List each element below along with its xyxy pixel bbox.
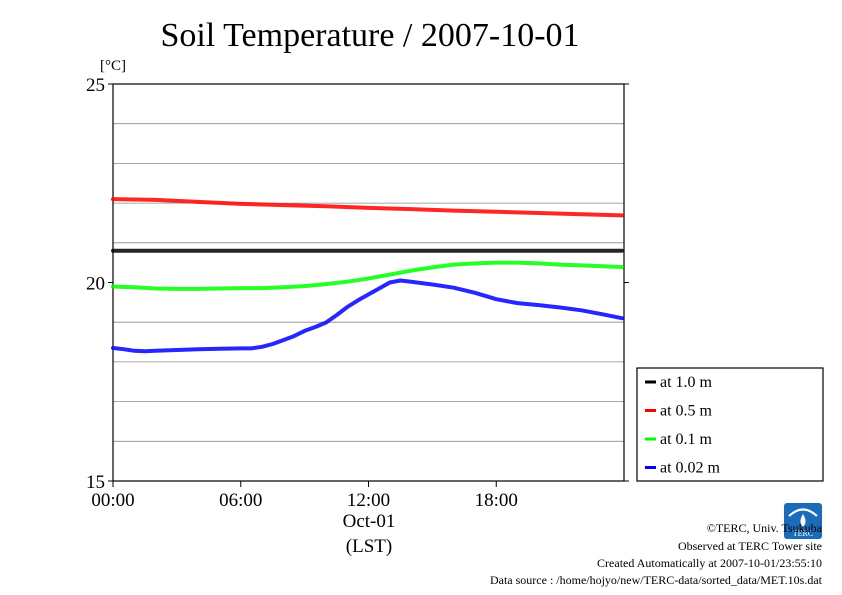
created-text: Created Automatically at 2007-10-01/23:5… [597,556,822,570]
y-tick-label: 15 [86,472,105,493]
x-tick-label: 18:00 [475,490,518,511]
axis-ticks: 15 20 25 00:00 06:00 12:00 18:00 [86,75,629,511]
series-line-4 [111,278,624,354]
terc-logo: TERC [784,503,822,539]
legend-label: at 0.5 m [660,403,713,420]
logo-arc [788,508,818,517]
x-tick-label: 00:00 [91,490,134,511]
legend-label: at 0.1 m [660,431,713,448]
logo-text: TERC [793,529,813,538]
x-axis-date-label: Oct-01 [343,511,396,532]
series-line-3 [111,260,624,291]
x-axis-label: (LST) [346,536,392,557]
copyright-text: ©TERC, Univ. Tsukuba [707,521,823,535]
source-text: Data source : /home/hojyo/new/TERC-data/… [490,573,823,587]
y-axis-unit: [°C] [100,58,126,74]
chart-title: Soil Temperature / 2007-10-01 [160,17,579,54]
series-line-2 [111,197,624,218]
plot-area-frame [112,83,625,482]
observed-text: Observed at TERC Tower site [678,539,822,553]
legend-frame [636,367,824,482]
y-tick-label: 20 [86,274,105,295]
series-lines [111,197,624,354]
x-tick-label: 12:00 [347,490,390,511]
gridlines [113,123,624,442]
x-tick-label: 06:00 [219,490,262,511]
legend-label: at 0.02 m [660,460,721,477]
legend: at 1.0 m at 0.5 m at 0.1 m at 0.02 m [636,367,824,482]
y-tick-label: 25 [86,75,105,96]
water-drop-icon [800,514,806,527]
legend-label: at 1.0 m [660,374,713,391]
